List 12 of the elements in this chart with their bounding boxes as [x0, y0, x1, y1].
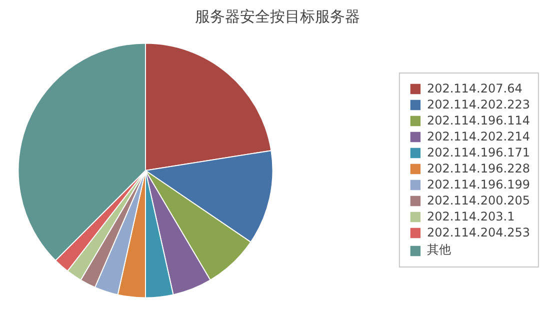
- legend-label: 202.114.196.228: [426, 162, 530, 176]
- legend-label: 202.114.202.214: [426, 130, 530, 144]
- chart-title: 服务器安全按目标服务器: [195, 8, 360, 26]
- legend-label: 202.114.202.223: [426, 98, 530, 112]
- legend-label: 202.114.196.199: [426, 178, 530, 192]
- legend-label: 其他: [426, 242, 451, 258]
- legend-label: 202.114.203.1: [426, 210, 515, 224]
- legend-label: 202.114.196.171: [426, 146, 530, 160]
- legend-label: 202.114.204.253: [426, 226, 530, 240]
- legend-label: 202.114.196.114: [426, 114, 530, 128]
- legend-label: 202.114.200.205: [426, 194, 530, 208]
- legend-label: 202.114.207.64: [426, 82, 522, 96]
